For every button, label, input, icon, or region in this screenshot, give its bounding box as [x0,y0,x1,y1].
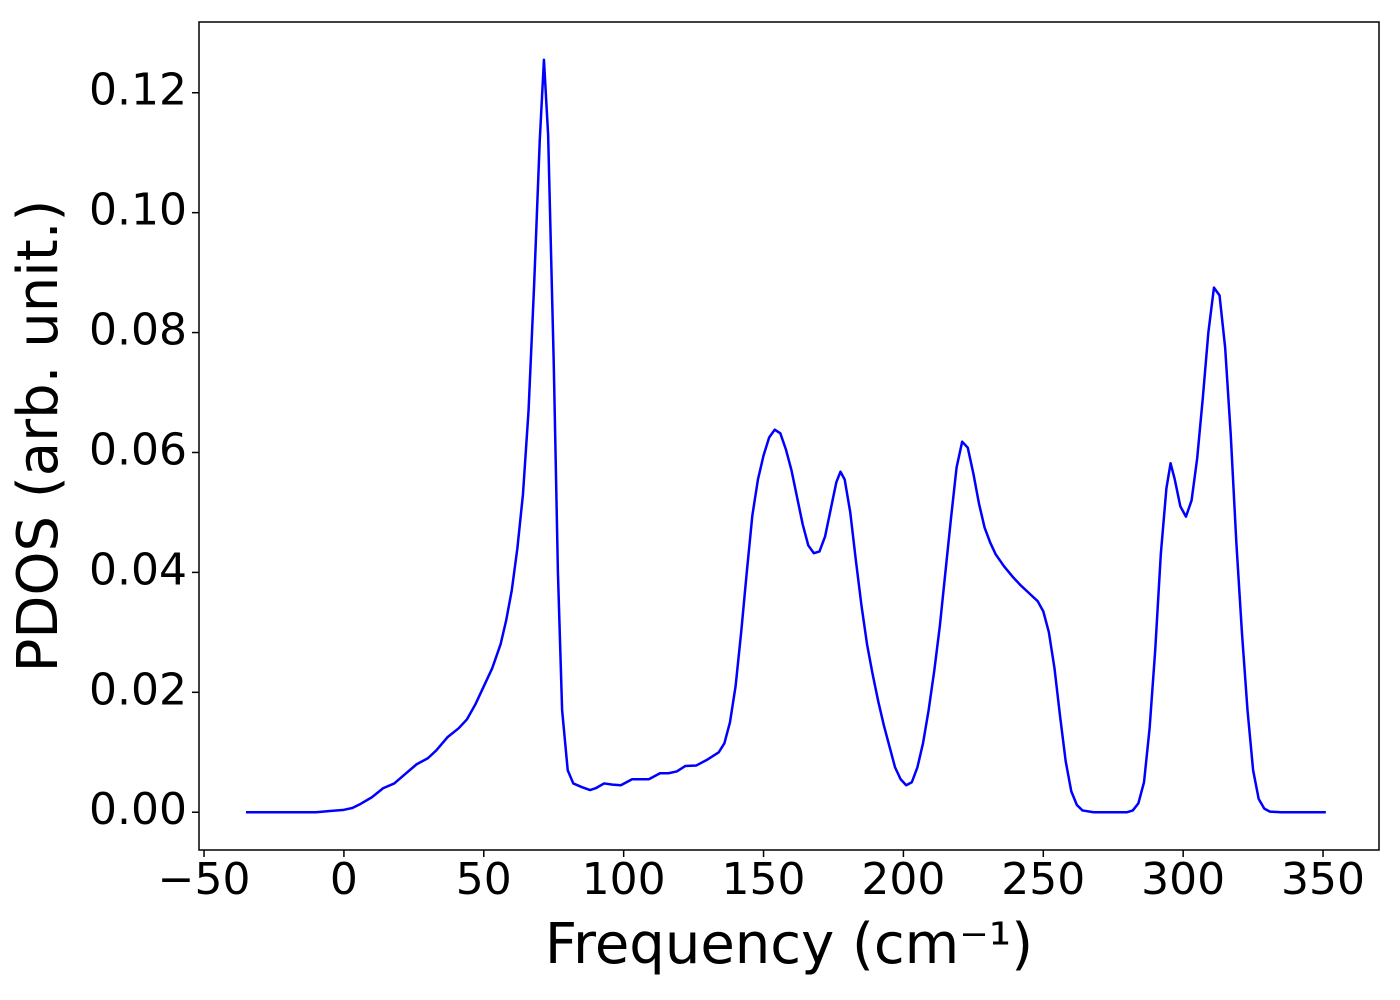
x-tick-label: 300 [1141,854,1225,905]
y-tick-label: 0.02 [89,664,187,715]
plot-frame [198,21,1380,851]
x-tick-label: 0 [330,854,358,905]
x-tick-label: 200 [861,854,945,905]
x-axis-label: Frequency (cm⁻¹) [545,912,1033,977]
x-tick-label: 50 [456,854,512,905]
x-tick-label: 150 [722,854,806,905]
y-tick-label: 0.08 [89,305,187,356]
x-tick-label: 100 [582,854,666,905]
y-axis-label: PDOS (arb. unit.) [6,200,71,673]
y-tick-label: 0.06 [89,424,187,475]
y-tick-label: 0.10 [89,185,187,236]
x-tick-label: 350 [1281,854,1365,905]
x-tick-label: −50 [158,854,251,905]
y-tick-label: 0.12 [89,65,187,116]
x-tick-label: 250 [1001,854,1085,905]
y-tick-label: 0.04 [89,544,187,595]
y-tick-label: 0.00 [89,784,187,835]
data-line [246,58,1326,814]
